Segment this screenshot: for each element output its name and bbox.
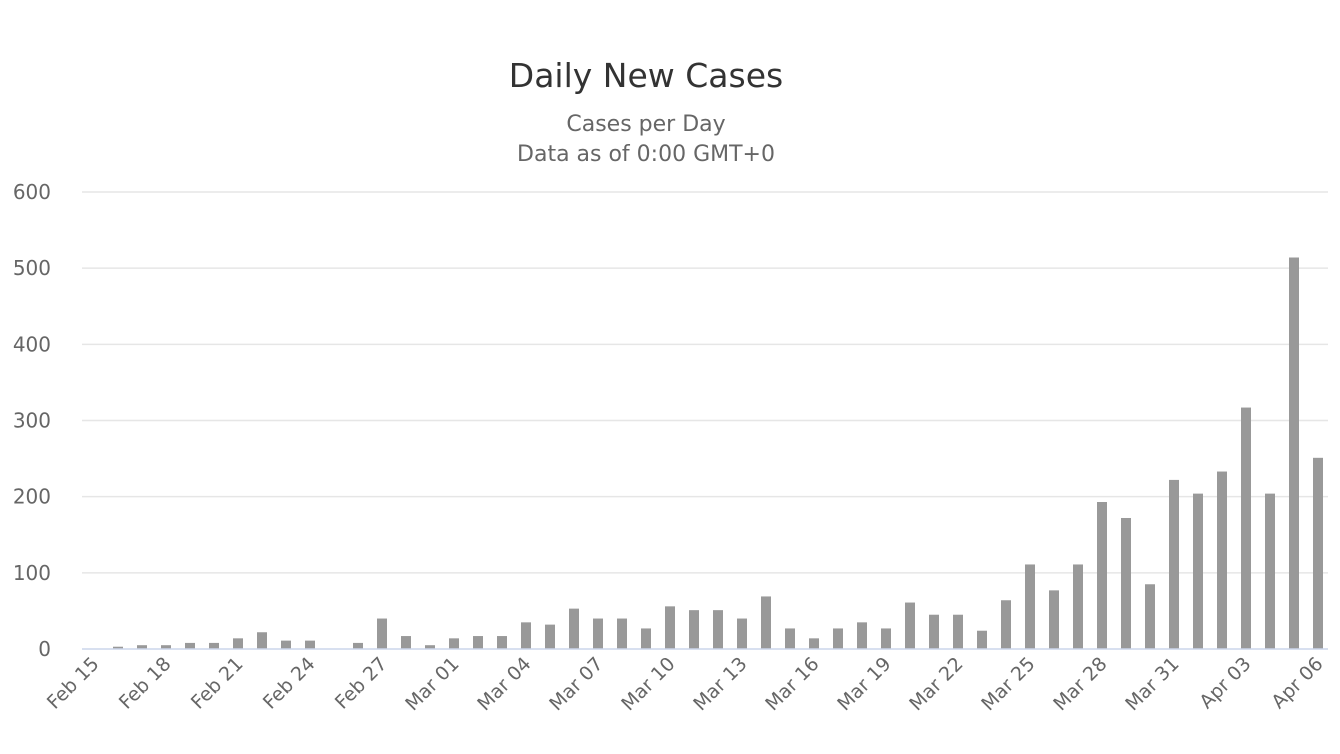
bar-mar-10	[665, 606, 675, 649]
bar-mar-26	[1049, 590, 1059, 649]
x-tick-label: Mar 13	[689, 653, 751, 715]
bar-mar-01	[449, 638, 459, 649]
bar-feb-26	[353, 642, 363, 649]
y-tick-label: 100	[13, 561, 51, 585]
bar-feb-23	[281, 640, 291, 649]
x-tick-label: Feb 21	[187, 653, 248, 714]
bar-mar-29	[1121, 517, 1131, 649]
bar-mar-22	[953, 614, 963, 649]
bar-feb-21	[233, 638, 243, 649]
bar-mar-15	[785, 628, 795, 649]
bar-mar-04	[521, 622, 531, 649]
bar-mar-17	[833, 628, 843, 649]
chart-title: Daily New Cases	[509, 56, 783, 95]
chart-subtitle-line-1: Cases per Day	[566, 112, 725, 137]
bar-apr-04	[1265, 493, 1275, 649]
bar-feb-20	[209, 642, 219, 649]
bar-feb-22	[257, 632, 267, 649]
y-tick-label: 200	[13, 485, 51, 509]
x-tick-label: Mar 16	[761, 653, 823, 715]
bar-mar-30	[1145, 584, 1155, 649]
y-axis-tick-labels: 0 100 200 300 400 500 600	[13, 180, 51, 661]
x-tick-label: Mar 10	[617, 653, 679, 715]
y-tick-label: 600	[13, 180, 51, 204]
bar-mar-07	[593, 618, 603, 649]
bar-mar-13	[737, 618, 747, 649]
bar-mar-08	[617, 618, 627, 649]
bar-mar-27	[1073, 564, 1083, 649]
bar-feb-28	[401, 636, 411, 649]
bar-mar-03	[497, 636, 507, 649]
x-tick-label: Feb 18	[115, 653, 176, 714]
bar-feb-27	[377, 618, 387, 649]
x-tick-label: Mar 25	[977, 653, 1039, 715]
bar-mar-16	[809, 638, 819, 649]
y-tick-label: 0	[38, 637, 51, 661]
bar-mar-02	[473, 636, 483, 649]
bar-feb-29	[425, 645, 435, 649]
bar-feb-24	[305, 640, 315, 649]
bar-mar-21	[929, 614, 939, 649]
x-tick-label: Mar 04	[473, 653, 535, 715]
bar-apr-06	[1313, 457, 1323, 649]
bar-feb-16	[113, 646, 123, 649]
bar-mar-06	[569, 608, 579, 649]
bars	[113, 257, 1323, 649]
bar-mar-19	[881, 628, 891, 649]
x-tick-label: Feb 24	[259, 653, 320, 714]
x-axis-tick-labels: Feb 15 Feb 18 Feb 21 Feb 24 Feb 27 Mar 01 Mar …	[43, 653, 1328, 715]
chart-subtitle-line-2: Data as of 0:00 GMT+0	[517, 142, 775, 167]
bar-apr-01	[1193, 493, 1203, 649]
x-tick-label: Mar 22	[905, 653, 967, 715]
bar-mar-28	[1097, 501, 1107, 649]
bar-apr-02	[1217, 471, 1227, 649]
bar-apr-03	[1241, 407, 1251, 649]
bar-feb-17	[137, 645, 147, 649]
y-tick-label: 300	[13, 409, 51, 433]
bar-mar-14	[761, 596, 771, 649]
bar-mar-23	[977, 630, 987, 649]
bar-feb-19	[185, 642, 195, 649]
bar-mar-05	[545, 624, 555, 649]
x-tick-label: Mar 01	[401, 653, 463, 715]
x-tick-label: Mar 19	[833, 653, 895, 715]
y-tick-label: 400	[13, 332, 51, 356]
bar-mar-25	[1025, 564, 1035, 649]
bar-mar-09	[641, 628, 651, 649]
x-tick-label: Mar 28	[1049, 653, 1111, 715]
bar-apr-05	[1289, 257, 1299, 649]
y-tick-label: 500	[13, 256, 51, 280]
x-tick-label: Mar 31	[1121, 653, 1183, 715]
x-tick-label: Apr 03	[1195, 653, 1255, 713]
bar-mar-12	[713, 610, 723, 649]
x-tick-label: Feb 27	[331, 653, 392, 714]
x-tick-label: Mar 07	[545, 653, 607, 715]
bar-mar-11	[689, 610, 699, 649]
gridlines	[82, 191, 1328, 574]
x-tick-label: Apr 06	[1267, 653, 1327, 713]
x-tick-label: Feb 15	[43, 653, 104, 714]
bar-mar-18	[857, 622, 867, 649]
bar-feb-18	[161, 645, 171, 649]
bar-mar-20	[905, 602, 915, 649]
bar-mar-31	[1169, 479, 1179, 649]
bar-mar-24	[1001, 600, 1011, 649]
